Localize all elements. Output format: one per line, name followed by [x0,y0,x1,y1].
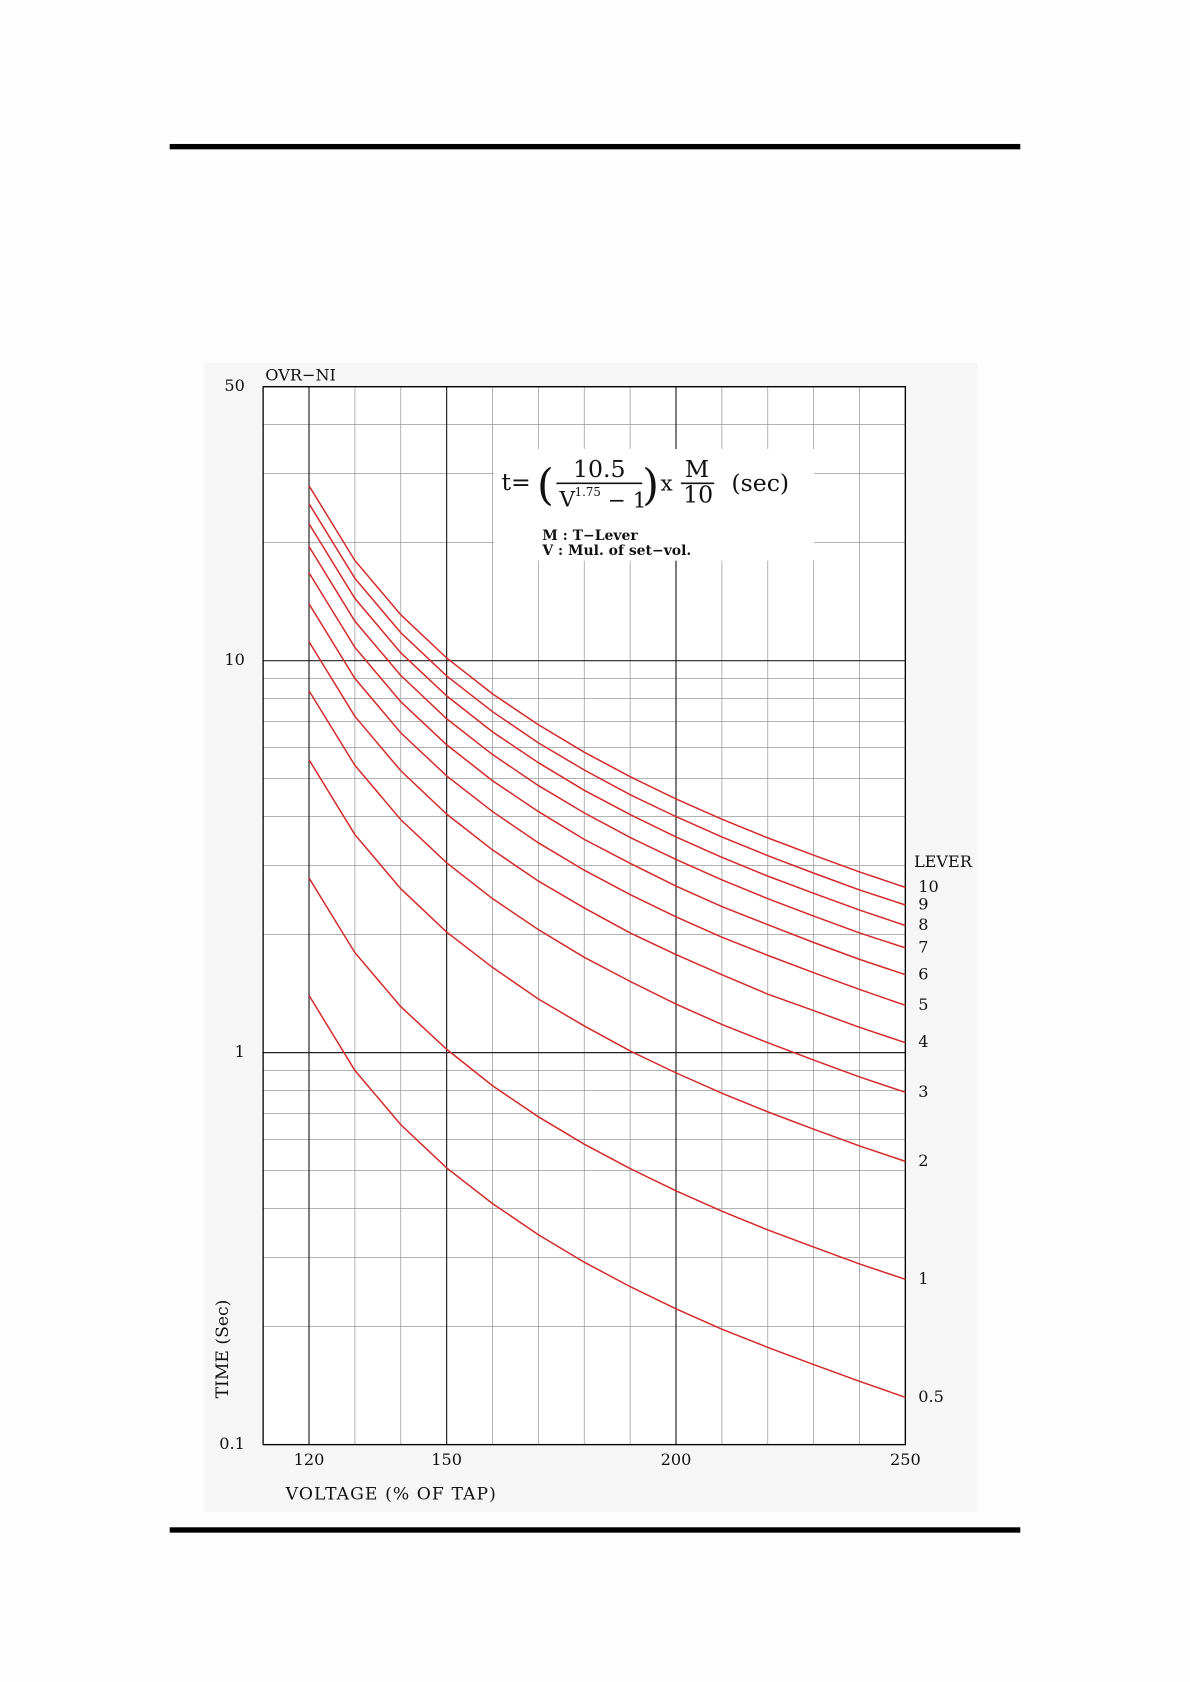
formula-box: t= ( 10.5 V 1.75 − 1 ) x M 10 (sec) M : … [494,448,815,561]
x-tick-label: 250 [890,1450,921,1469]
y-axis-label: TIME (Sec) [213,1300,233,1399]
formula-exponent: 1.75 [575,485,601,499]
curve [308,690,906,1094]
plot-border [262,386,907,1446]
curve [308,546,906,949]
formula-note: M : T−Lever [542,528,638,544]
curve [308,641,906,1044]
series-label: 10 [918,877,939,896]
series-label: 4 [918,1032,928,1051]
curve [308,603,906,1007]
series-label: 2 [918,1151,928,1170]
formula-times: x [661,471,673,496]
x-tick-label: 200 [661,1450,692,1469]
curve [308,485,906,889]
bottom-rule [169,1527,1021,1533]
series-label: 0.5 [918,1387,944,1406]
series-label: 7 [918,937,928,956]
y-tick-label: 0.1 [219,1434,245,1453]
curve [308,523,906,927]
formula-lhs: t= [502,468,531,496]
formula-m: M [685,455,709,483]
y-tick-label: 10 [224,650,245,669]
formula-base: V [559,488,576,513]
y-tick-label: 50 [224,376,245,395]
formula-paren: ) [642,461,659,511]
legend-title: LEVER [914,852,973,871]
curve [308,759,906,1163]
curve [308,572,906,976]
formula-minus: − 1 [608,489,646,514]
y-tick-label: 1 [235,1042,245,1061]
formula-paren: ( [537,461,554,511]
series-label: 8 [918,915,928,934]
series-label: 9 [918,895,928,914]
series-label: 1 [918,1269,928,1288]
series-label: 3 [918,1082,928,1101]
formula-note: V : Mul. of set−vol. [541,543,691,559]
series-label: 5 [918,995,928,1014]
x-tick-label: 150 [431,1450,462,1469]
x-axis-label: VOLTAGE (% OF TAP) [285,1485,497,1505]
chart-title: OVR−NI [265,365,336,384]
x-tick-label: 120 [294,1450,325,1469]
formula-numerator: 10.5 [573,455,626,483]
formula-unit: (sec) [731,469,789,497]
top-rule [169,143,1021,150]
formula-background [494,448,815,561]
curve [308,994,906,1399]
curve [308,503,906,906]
curve [308,877,906,1281]
formula-denominator: 10 [683,481,713,509]
series-label: 6 [918,964,928,983]
